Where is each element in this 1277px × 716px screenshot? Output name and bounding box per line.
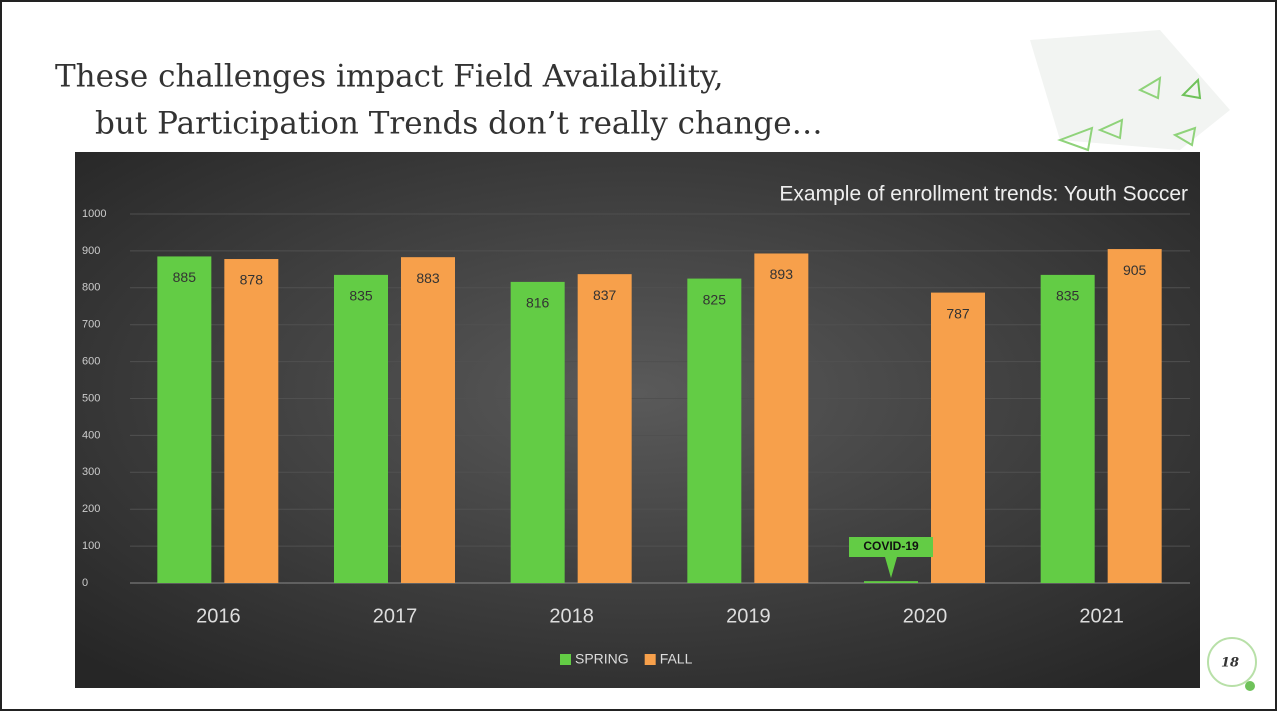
bar [224,259,279,583]
page-number: 18 [1221,656,1239,671]
bar [1107,249,1162,583]
chart-title: Example of enrollment trends: Youth Socc… [779,183,1188,206]
y-tick-label: 700 [82,319,100,331]
data-label: 837 [593,287,617,303]
bar [157,256,212,583]
bar [334,274,388,583]
y-tick-label: 300 [82,466,100,478]
x-tick-label: 2019 [726,605,771,627]
data-label: 883 [416,270,440,286]
chart: Example of enrollment trends: Youth Socc… [82,183,1190,667]
page-badge: 18 [1207,637,1257,691]
x-tick-label: 2018 [549,605,594,627]
data-label: 825 [703,291,727,307]
legend-label: FALL [660,651,693,667]
y-tick-label: 0 [82,577,88,589]
data-label: 787 [946,305,970,321]
data-label: 816 [526,295,550,311]
data-label: 905 [1123,262,1147,278]
y-tick-label: 500 [82,392,100,404]
bar [931,292,985,583]
slide-title: but Participation Trends don’t really ch… [95,106,823,142]
annotation-callout [849,537,933,578]
data-label: 885 [173,269,197,285]
bar [401,257,455,583]
legend-swatch [560,654,571,665]
legend-label: SPRING [575,651,629,667]
bar [577,274,632,583]
data-label: 893 [770,266,794,282]
y-tick-label: 600 [82,356,100,368]
legend-swatch [644,654,656,665]
y-tick-label: 900 [82,245,100,257]
x-tick-label: 2020 [903,605,948,627]
bar [864,581,918,583]
bar [1040,274,1095,583]
data-label: 878 [240,272,264,288]
bar [510,281,565,583]
annotation: COVID-19 [863,539,919,553]
y-tick-label: 1000 [82,208,106,220]
data-label: 835 [349,288,373,304]
y-tick-label: 200 [82,503,100,515]
bar [754,253,809,583]
x-tick-label: 2017 [373,605,418,627]
slide-title: These challenges impact Field Availabili… [55,59,723,95]
data-label: 835 [1056,288,1080,304]
x-tick-label: 2021 [1079,605,1124,627]
decoration [1030,30,1230,152]
y-tick-label: 400 [82,429,100,441]
y-tick-label: 800 [82,282,100,294]
x-tick-label: 2016 [196,605,241,627]
y-tick-label: 100 [82,540,100,552]
bar [687,278,742,583]
